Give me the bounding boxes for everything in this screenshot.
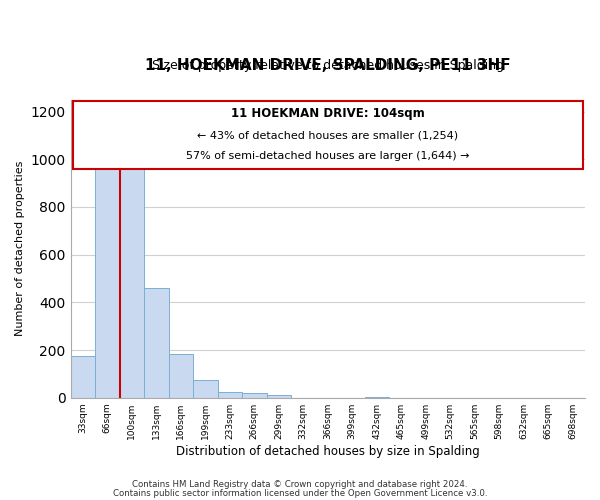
Text: Contains public sector information licensed under the Open Government Licence v3: Contains public sector information licen… xyxy=(113,489,487,498)
Title: Size of property relative to detached houses in Spalding: Size of property relative to detached ho… xyxy=(152,59,504,72)
FancyBboxPatch shape xyxy=(73,101,583,169)
Text: ← 43% of detached houses are smaller (1,254): ← 43% of detached houses are smaller (1,… xyxy=(197,130,458,140)
Bar xyxy=(193,380,218,398)
Text: 57% of semi-detached houses are larger (1,644) →: 57% of semi-detached houses are larger (… xyxy=(186,150,470,160)
Text: 11, HOEKMAN DRIVE, SPALDING, PE11 3HF: 11, HOEKMAN DRIVE, SPALDING, PE11 3HF xyxy=(145,58,511,73)
Bar xyxy=(71,356,95,398)
Y-axis label: Number of detached properties: Number of detached properties xyxy=(15,161,25,336)
Bar xyxy=(119,160,144,398)
Bar xyxy=(242,393,266,398)
Text: Contains HM Land Registry data © Crown copyright and database right 2024.: Contains HM Land Registry data © Crown c… xyxy=(132,480,468,489)
Bar xyxy=(365,396,389,398)
X-axis label: Distribution of detached houses by size in Spalding: Distribution of detached houses by size … xyxy=(176,444,479,458)
Bar xyxy=(266,396,291,398)
Text: 11 HOEKMAN DRIVE: 104sqm: 11 HOEKMAN DRIVE: 104sqm xyxy=(231,108,425,120)
Bar xyxy=(218,392,242,398)
Bar xyxy=(144,288,169,398)
Bar xyxy=(169,354,193,398)
Bar xyxy=(95,166,119,398)
